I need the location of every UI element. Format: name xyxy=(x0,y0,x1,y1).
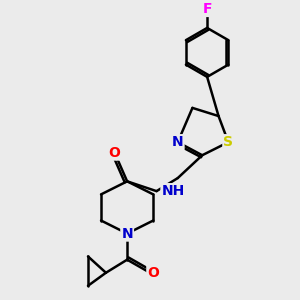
Text: F: F xyxy=(202,2,212,16)
Text: O: O xyxy=(147,266,159,280)
Text: S: S xyxy=(223,135,233,149)
Text: O: O xyxy=(108,146,120,160)
Text: N: N xyxy=(121,226,133,241)
Text: N: N xyxy=(172,135,184,149)
Text: NH: NH xyxy=(161,184,185,198)
